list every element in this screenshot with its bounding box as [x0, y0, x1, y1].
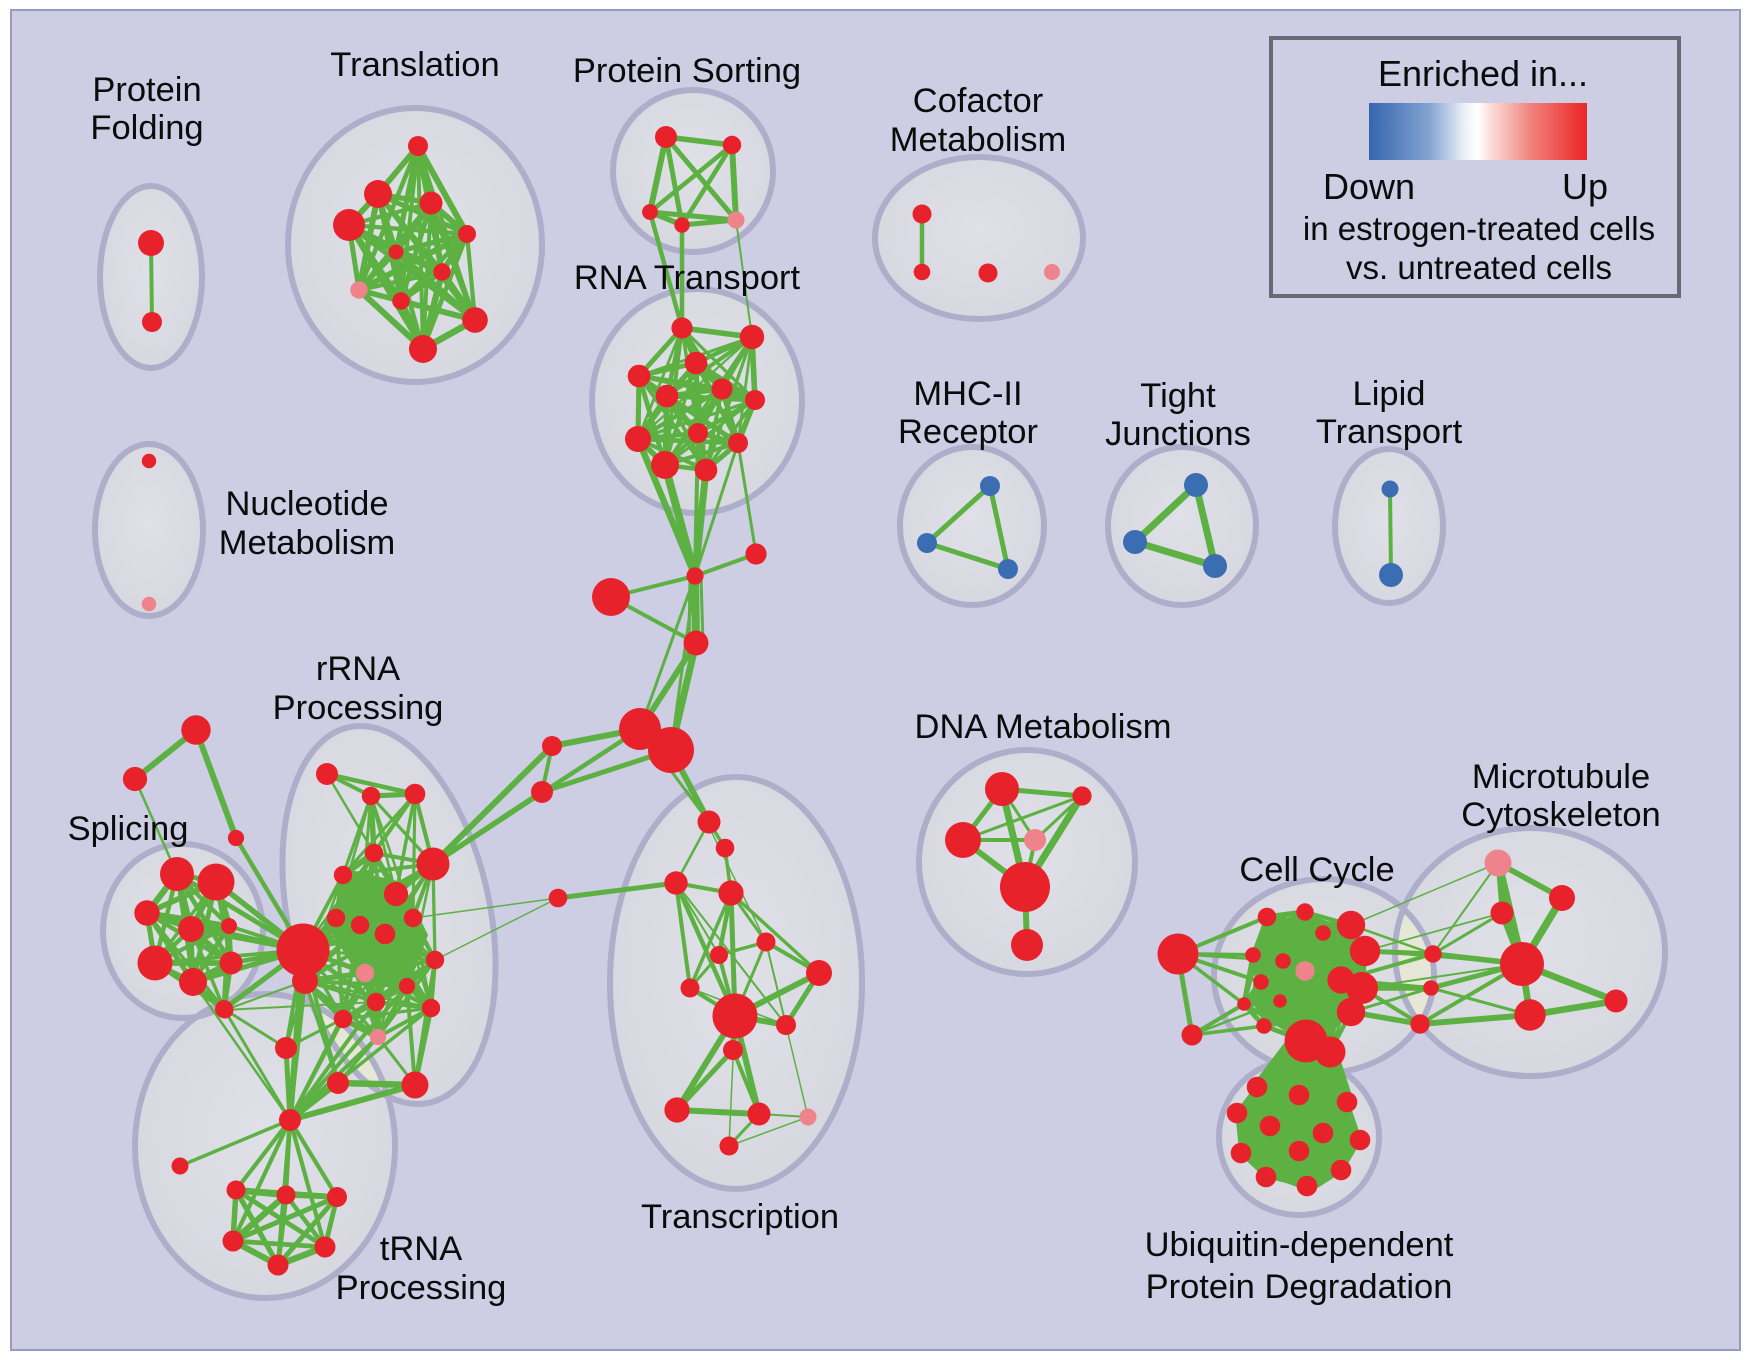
svg-text:rRNA: rRNA — [316, 650, 400, 688]
svg-text:Protein: Protein — [92, 71, 201, 109]
svg-text:Metabolism: Metabolism — [219, 524, 395, 562]
svg-text:Transport: Transport — [1316, 413, 1463, 451]
svg-text:Enriched in...: Enriched in... — [1378, 53, 1588, 94]
svg-text:Translation: Translation — [330, 46, 499, 84]
svg-text:RNA Transport: RNA Transport — [574, 259, 801, 297]
svg-text:Ubiquitin-dependent: Ubiquitin-dependent — [1145, 1226, 1454, 1264]
svg-text:Up: Up — [1562, 166, 1608, 207]
svg-text:Folding: Folding — [90, 109, 203, 147]
svg-text:Processing: Processing — [336, 1269, 507, 1307]
svg-text:Protein Degradation: Protein Degradation — [1146, 1268, 1453, 1306]
svg-text:Transcription: Transcription — [641, 1198, 839, 1236]
svg-text:Down: Down — [1323, 166, 1415, 207]
svg-text:DNA Metabolism: DNA Metabolism — [915, 708, 1172, 746]
svg-text:Microtubule: Microtubule — [1472, 758, 1650, 796]
svg-text:Tight: Tight — [1140, 377, 1216, 415]
svg-text:Protein Sorting: Protein Sorting — [573, 52, 801, 90]
svg-text:Nucleotide: Nucleotide — [225, 485, 388, 523]
svg-text:Cofactor: Cofactor — [913, 82, 1043, 120]
svg-text:Lipid: Lipid — [1353, 375, 1426, 413]
svg-text:Processing: Processing — [273, 689, 444, 727]
svg-text:Metabolism: Metabolism — [890, 121, 1066, 159]
svg-text:Junctions: Junctions — [1105, 415, 1251, 453]
svg-text:vs. untreated cells: vs. untreated cells — [1346, 249, 1612, 286]
svg-text:tRNA: tRNA — [380, 1230, 462, 1268]
svg-text:Cell Cycle: Cell Cycle — [1239, 851, 1394, 889]
svg-text:Splicing: Splicing — [68, 810, 189, 848]
svg-text:Receptor: Receptor — [898, 413, 1038, 451]
svg-text:Cytoskeleton: Cytoskeleton — [1461, 796, 1660, 834]
svg-text:MHC-II: MHC-II — [913, 375, 1022, 413]
svg-text:in estrogen-treated cells: in estrogen-treated cells — [1303, 210, 1655, 247]
